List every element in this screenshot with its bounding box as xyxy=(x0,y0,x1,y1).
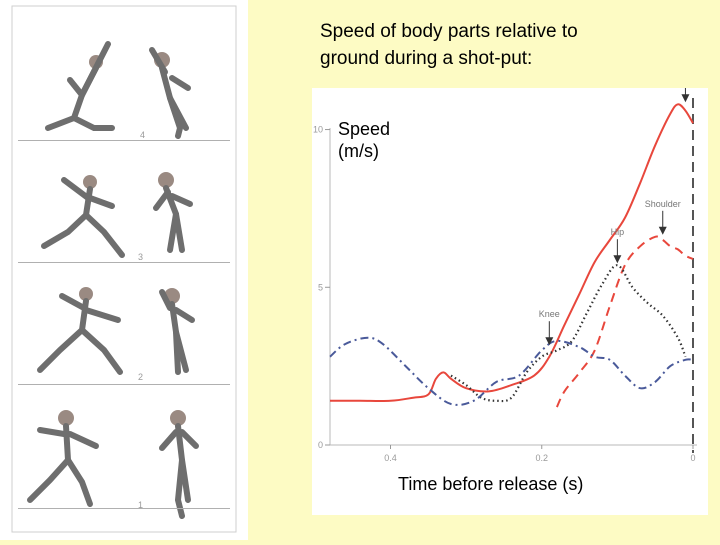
x-axis-label: Time before release (s) xyxy=(398,474,584,494)
series-wrist-line xyxy=(330,103,694,403)
knee-label: Knee xyxy=(539,309,560,319)
x-tick-label: 0 xyxy=(690,453,695,463)
series-shoulder-line xyxy=(555,235,694,408)
frame-number-4: 4 xyxy=(140,130,145,140)
frame-4-figures xyxy=(45,41,191,139)
chart-annotations: WristShoulderHipKnee xyxy=(539,88,690,346)
chart-series xyxy=(329,103,694,408)
frame-2-figures xyxy=(37,287,195,375)
hip-label: Hip xyxy=(611,227,625,237)
series-hip-line xyxy=(450,264,687,403)
frame-number-3: 3 xyxy=(138,252,143,262)
y-axis-label-line1: Speed xyxy=(338,119,391,139)
x-tick-label: 0.2 xyxy=(535,453,548,463)
series-knee-line xyxy=(329,336,694,406)
y-tick-label: 5 xyxy=(318,282,323,292)
y-tick-label: 0 xyxy=(318,440,323,450)
x-tick-label: 0.4 xyxy=(384,453,397,463)
frame-3-figures xyxy=(41,172,193,258)
athlete-sequence-drawing: 4 3 2 1 xyxy=(11,5,237,533)
chart-axes: 0 5 10 0.4 0.2 0 xyxy=(313,98,697,463)
frame-number-1: 1 xyxy=(138,500,143,510)
knee-arrow-head xyxy=(545,337,554,346)
y-tick-label: 10 xyxy=(313,125,323,135)
shoulder-arrow-head xyxy=(658,226,667,235)
slide-title: Speed of body parts relative to ground d… xyxy=(320,21,578,69)
y-axis-label-line2: (m/s) xyxy=(338,141,379,161)
frame-number-2: 2 xyxy=(138,372,143,382)
wrist-arrow-head xyxy=(681,94,690,103)
shot-put-illustration: 4 3 2 1 xyxy=(0,0,248,540)
hip-arrow-head xyxy=(613,255,622,264)
frame-1-figures xyxy=(27,410,199,519)
shoulder-label: Shoulder xyxy=(645,199,681,209)
y-axis-label: Speed (m/s) xyxy=(338,118,418,162)
